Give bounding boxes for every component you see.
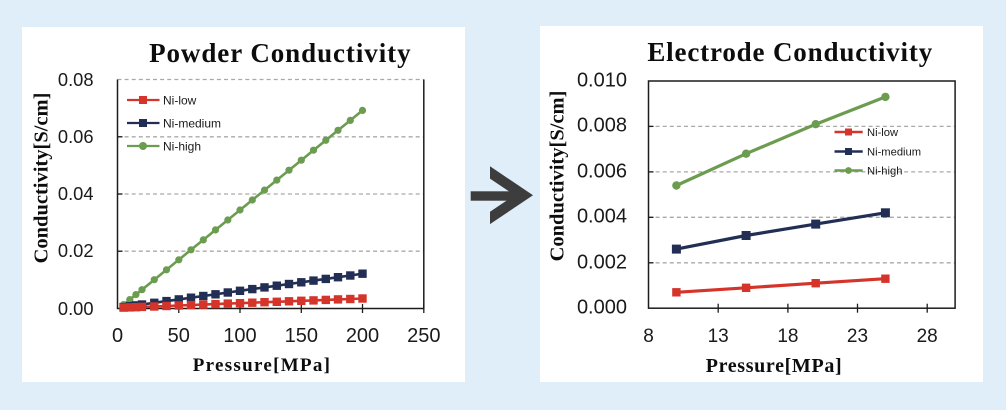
svg-text:Ni-medium: Ni-medium bbox=[867, 147, 921, 159]
svg-text:Ni-low: Ni-low bbox=[867, 127, 899, 139]
svg-text:Ni-high: Ni-high bbox=[163, 139, 201, 153]
svg-text:Ni-low: Ni-low bbox=[163, 93, 197, 107]
svg-text:Ni-medium: Ni-medium bbox=[163, 116, 221, 130]
svg-text:Ni-high: Ni-high bbox=[867, 166, 902, 178]
